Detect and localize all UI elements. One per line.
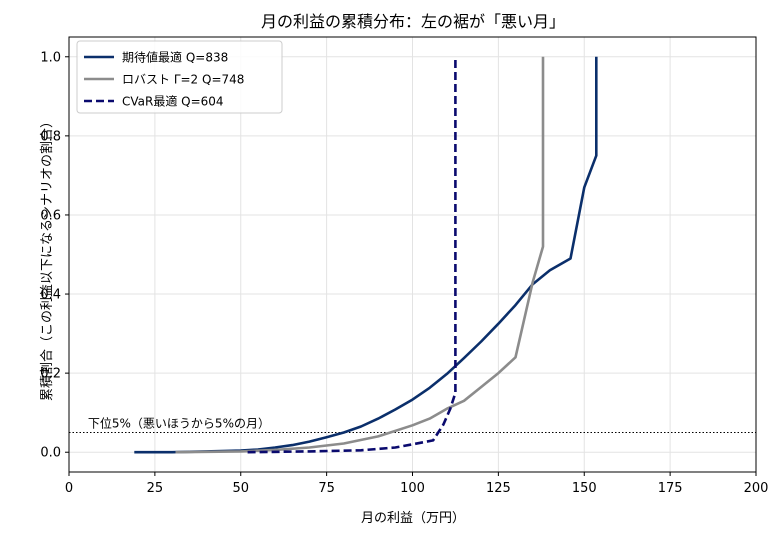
y-tick-label: 0.0 — [40, 446, 61, 461]
reference-line-label: 下位5%（悪いほうから5%の月） — [88, 415, 270, 430]
y-tick-label: 0.8 — [40, 129, 61, 144]
y-tick-label: 0.6 — [40, 208, 61, 223]
series-line-1 — [134, 56, 598, 454]
series-lines — [134, 56, 598, 454]
legend-box — [76, 40, 283, 114]
x-tick-label: 75 — [318, 481, 335, 496]
y-tick-label: 0.2 — [40, 367, 61, 382]
gridlines — [68, 37, 757, 472]
x-axis-ticks: 0 25 50 75 100 125 150 175 200 — [65, 472, 769, 496]
x-tick-label: 150 — [572, 481, 597, 496]
y-axis-ticks: 0.0 0.2 0.4 0.6 0.8 1.0 — [40, 50, 69, 461]
series-line-3 — [247, 56, 457, 454]
x-tick-label: 200 — [744, 481, 769, 496]
y-axis-label: 累積割合（この利益以下になるシナリオの割合） — [39, 115, 55, 401]
x-tick-label: 0 — [65, 481, 73, 496]
x-tick-label: 100 — [400, 481, 425, 496]
x-tick-label: 50 — [232, 481, 249, 496]
legend: 期待値最適 Q=838 ロバスト Γ=2 Q=748 CVaR最適 Q=604 — [76, 40, 283, 114]
series-line-2 — [175, 56, 545, 454]
x-tick-label: 175 — [658, 481, 683, 496]
x-axis-label: 月の利益（万円） — [361, 511, 465, 526]
x-tick-label: 125 — [486, 481, 511, 496]
x-tick-label: 25 — [147, 481, 164, 496]
legend-label-3: CVaR最適 Q=604 — [122, 94, 224, 109]
chart-title: 月の利益の累積分布：左の裾が「悪い月」 — [261, 12, 565, 31]
legend-label-1: 期待値最適 Q=838 — [122, 50, 228, 65]
y-tick-label: 0.4 — [40, 288, 61, 303]
reference-line-group: 下位5%（悪いほうから5%の月） — [69, 415, 756, 433]
legend-label-2: ロバスト Γ=2 Q=748 — [122, 73, 244, 87]
y-tick-label: 1.0 — [40, 50, 61, 65]
